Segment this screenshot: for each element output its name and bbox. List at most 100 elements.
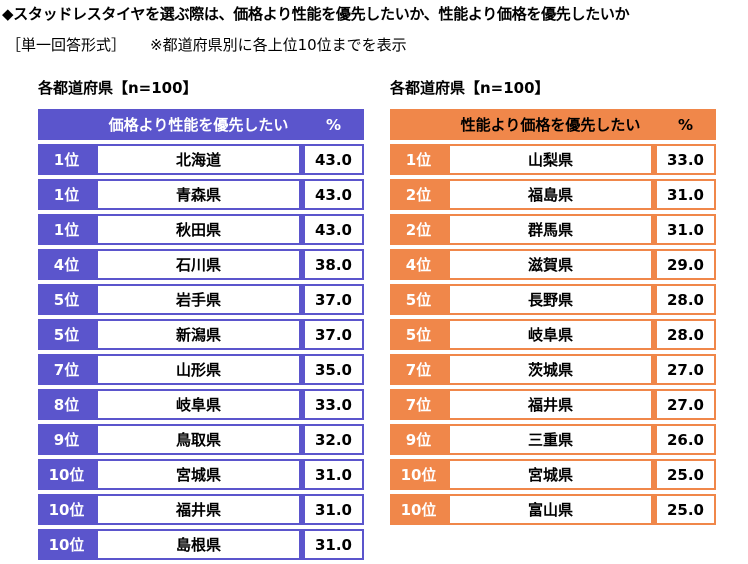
- rank-cell: 9位: [390, 424, 447, 455]
- rank-cell: 10位: [390, 459, 447, 490]
- prefecture-cell: 石川県: [95, 249, 301, 280]
- prefecture-cell: 岐阜県: [447, 319, 653, 350]
- percent-cell: 29.0: [653, 249, 716, 280]
- right-ranking-table: 性能より価格を優先したい % 1位 山梨県 33.0 2位 福島県 31.0 2位 群馬県 31…: [390, 105, 716, 529]
- rank-cell: 1位: [390, 144, 447, 175]
- rank-cell: 4位: [390, 249, 447, 280]
- rank-cell: 5位: [38, 284, 95, 315]
- rank-cell: 1位: [38, 214, 95, 245]
- left-ranking-table: 価格より性能を優先したい % 1位 北海道 43.0 1位 青森県 43.0 1位 秋田県 43…: [38, 105, 364, 564]
- percent-cell: 33.0: [301, 389, 364, 420]
- table-row: 4位 石川県 38.0: [38, 249, 364, 280]
- prefecture-cell: 青森県: [95, 179, 301, 210]
- rank-cell: 10位: [390, 494, 447, 525]
- page-title: ◆スタッドレスタイヤを選ぶ際は、価格より性能を優先したいか、性能より価格を優先し…: [2, 5, 630, 23]
- left-table-header: 価格より性能を優先したい %: [38, 109, 364, 140]
- prefecture-cell: 福島県: [447, 179, 653, 210]
- percent-cell: 43.0: [301, 179, 364, 210]
- percent-cell: 27.0: [653, 354, 716, 385]
- prefecture-cell: 富山県: [447, 494, 653, 525]
- percent-cell: 28.0: [653, 284, 716, 315]
- rank-cell: 2位: [390, 179, 447, 210]
- right-header-pct: %: [653, 109, 716, 140]
- display-note: ※都道府県別に各上位10位までを表示: [150, 36, 407, 54]
- prefecture-cell: 福井県: [95, 494, 301, 525]
- prefecture-cell: 福井県: [447, 389, 653, 420]
- table-row: 2位 群馬県 31.0: [390, 214, 716, 245]
- rank-cell: 9位: [38, 424, 95, 455]
- table-row: 10位 富山県 25.0: [390, 494, 716, 525]
- table-row: 5位 岩手県 37.0: [38, 284, 364, 315]
- prefecture-cell: 鳥取県: [95, 424, 301, 455]
- prefecture-cell: 三重県: [447, 424, 653, 455]
- table-row: 10位 島根県 31.0: [38, 529, 364, 560]
- percent-cell: 31.0: [301, 529, 364, 560]
- rank-cell: 5位: [390, 284, 447, 315]
- rank-cell: 2位: [390, 214, 447, 245]
- prefecture-cell: 山梨県: [447, 144, 653, 175]
- table-row: 8位 岐阜県 33.0: [38, 389, 364, 420]
- rank-cell: 5位: [390, 319, 447, 350]
- header-rank-blank: [38, 109, 95, 140]
- rank-cell: 7位: [38, 354, 95, 385]
- table-row: 1位 北海道 43.0: [38, 144, 364, 175]
- prefecture-cell: 島根県: [95, 529, 301, 560]
- left-header-name: 価格より性能を優先したい: [95, 109, 301, 140]
- prefecture-cell: 山形県: [95, 354, 301, 385]
- table-row: 1位 青森県 43.0: [38, 179, 364, 210]
- right-header-name: 性能より価格を優先したい: [447, 109, 653, 140]
- rank-cell: 10位: [38, 494, 95, 525]
- right-table-header: 性能より価格を優先したい %: [390, 109, 716, 140]
- percent-cell: 33.0: [653, 144, 716, 175]
- percent-cell: 31.0: [301, 494, 364, 525]
- table-row: 2位 福島県 31.0: [390, 179, 716, 210]
- percent-cell: 31.0: [653, 179, 716, 210]
- rank-cell: 10位: [38, 529, 95, 560]
- percent-cell: 35.0: [301, 354, 364, 385]
- rank-cell: 7位: [390, 389, 447, 420]
- prefecture-cell: 岩手県: [95, 284, 301, 315]
- percent-cell: 28.0: [653, 319, 716, 350]
- prefecture-cell: 群馬県: [447, 214, 653, 245]
- table-row: 7位 茨城県 27.0: [390, 354, 716, 385]
- table-row: 10位 宮城県 25.0: [390, 459, 716, 490]
- table-row: 5位 岐阜県 28.0: [390, 319, 716, 350]
- table-row: 7位 福井県 27.0: [390, 389, 716, 420]
- percent-cell: 26.0: [653, 424, 716, 455]
- percent-cell: 32.0: [301, 424, 364, 455]
- prefecture-cell: 岐阜県: [95, 389, 301, 420]
- prefecture-cell: 茨城県: [447, 354, 653, 385]
- percent-cell: 27.0: [653, 389, 716, 420]
- prefecture-cell: 秋田県: [95, 214, 301, 245]
- rank-cell: 4位: [38, 249, 95, 280]
- table-row: 9位 鳥取県 32.0: [38, 424, 364, 455]
- left-section-label: 各都道府県【n=100】: [38, 79, 198, 97]
- table-row: 5位 長野県 28.0: [390, 284, 716, 315]
- percent-cell: 31.0: [301, 459, 364, 490]
- subtitle-line: ［単一回答形式］ ※都道府県別に各上位10位までを表示: [6, 34, 407, 55]
- percent-cell: 38.0: [301, 249, 364, 280]
- percent-cell: 37.0: [301, 319, 364, 350]
- prefecture-cell: 宮城県: [447, 459, 653, 490]
- prefecture-cell: 滋賀県: [447, 249, 653, 280]
- header-rank-blank: [390, 109, 447, 140]
- rank-cell: 5位: [38, 319, 95, 350]
- table-row: 9位 三重県 26.0: [390, 424, 716, 455]
- prefecture-cell: 新潟県: [95, 319, 301, 350]
- percent-cell: 37.0: [301, 284, 364, 315]
- percent-cell: 43.0: [301, 144, 364, 175]
- table-row: 1位 秋田県 43.0: [38, 214, 364, 245]
- prefecture-cell: 北海道: [95, 144, 301, 175]
- right-section-label: 各都道府県【n=100】: [390, 79, 550, 97]
- rank-cell: 10位: [38, 459, 95, 490]
- percent-cell: 25.0: [653, 459, 716, 490]
- left-header-pct: %: [301, 109, 364, 140]
- rank-cell: 1位: [38, 179, 95, 210]
- table-row: 4位 滋賀県 29.0: [390, 249, 716, 280]
- answer-format-label: ［単一回答形式］: [6, 36, 127, 54]
- prefecture-cell: 長野県: [447, 284, 653, 315]
- table-row: 1位 山梨県 33.0: [390, 144, 716, 175]
- percent-cell: 31.0: [653, 214, 716, 245]
- percent-cell: 43.0: [301, 214, 364, 245]
- table-row: 10位 福井県 31.0: [38, 494, 364, 525]
